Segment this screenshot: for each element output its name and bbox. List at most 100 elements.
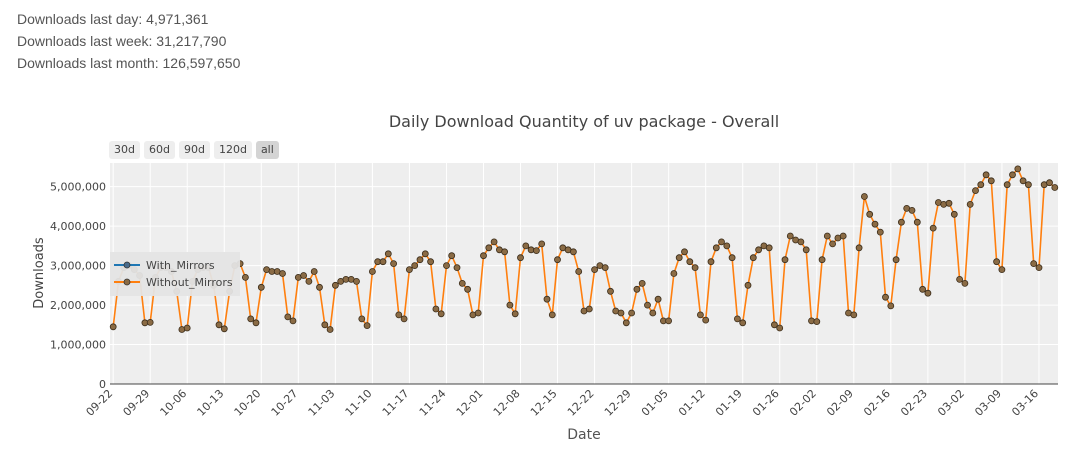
data-point	[945, 199, 953, 207]
data-point	[998, 266, 1006, 274]
data-point	[734, 315, 741, 323]
data-point	[506, 301, 514, 309]
data-point	[109, 323, 117, 331]
data-point	[522, 242, 530, 250]
data-point	[839, 232, 847, 240]
data-point	[950, 210, 958, 218]
stat-last-day: Downloads last day: 4,971,361	[17, 11, 209, 27]
range-button-30d[interactable]: 30d	[109, 141, 140, 159]
data-point	[591, 266, 598, 274]
data-point	[638, 279, 646, 287]
x-tick-label: 10-13	[195, 387, 227, 419]
x-tick-label: 12-29	[602, 387, 634, 419]
data-point	[1019, 177, 1027, 185]
data-point	[241, 273, 249, 281]
data-point	[585, 305, 593, 313]
data-point	[786, 232, 794, 240]
range-button-120d[interactable]: 120d	[213, 141, 252, 159]
data-point	[490, 238, 498, 246]
data-point	[871, 220, 879, 228]
x-tick-label: 09-29	[121, 387, 153, 419]
x-tick-label: 10-20	[232, 387, 264, 419]
data-point	[924, 289, 932, 297]
x-tick-label: 02-09	[824, 387, 856, 419]
data-point	[1025, 181, 1032, 189]
data-point	[279, 270, 286, 277]
data-point	[1051, 184, 1059, 191]
data-point	[321, 321, 329, 329]
data-point	[966, 200, 974, 208]
data-point	[575, 268, 583, 275]
data-point	[432, 305, 440, 313]
data-point	[744, 281, 752, 289]
data-point	[368, 268, 376, 275]
data-point	[977, 181, 985, 189]
data-point	[771, 321, 778, 329]
x-tick-label: 02-23	[898, 387, 930, 419]
data-point	[697, 311, 704, 319]
data-point	[326, 326, 334, 333]
data-point	[802, 246, 810, 254]
x-tick-label: 01-12	[676, 387, 708, 419]
data-point	[289, 317, 297, 325]
data-point	[776, 324, 784, 332]
data-point	[665, 317, 672, 325]
x-tick-label: 11-24	[417, 387, 449, 419]
range-button-90d[interactable]: 90d	[178, 141, 210, 159]
data-point	[823, 232, 831, 240]
x-tick-label: 10-27	[269, 387, 301, 419]
x-tick-label: 03-09	[972, 387, 1004, 419]
data-point	[749, 254, 757, 262]
x-tick-label: 11-10	[343, 387, 375, 419]
data-point	[543, 295, 551, 303]
data-point	[284, 313, 292, 321]
data-point	[675, 254, 683, 262]
data-point	[644, 301, 651, 309]
data-point	[437, 310, 445, 318]
data-point	[453, 264, 461, 272]
data-point	[1009, 171, 1016, 179]
data-point	[670, 270, 678, 277]
data-point	[300, 272, 308, 279]
data-point	[813, 318, 821, 326]
data-point	[501, 248, 509, 256]
data-point	[316, 283, 323, 291]
data-point	[908, 206, 916, 214]
data-point	[797, 238, 805, 246]
legend-box	[110, 252, 240, 296]
data-point	[448, 252, 456, 260]
data-point	[702, 316, 710, 324]
plot-area	[110, 163, 1058, 384]
data-point	[622, 319, 630, 327]
x-tick-label: 03-02	[935, 387, 967, 419]
x-tick-label: 03-16	[1009, 387, 1041, 419]
data-point	[781, 256, 789, 264]
data-point	[570, 248, 577, 256]
data-point	[739, 319, 747, 327]
range-button-60d[interactable]: 60d	[143, 141, 175, 159]
data-point	[411, 262, 419, 270]
data-point	[876, 228, 884, 236]
data-point	[458, 279, 466, 287]
data-point	[681, 248, 688, 256]
data-point	[617, 309, 625, 317]
data-point	[384, 250, 392, 258]
x-tick-label: 02-02	[787, 387, 819, 419]
y-tick-label: 1,000,000	[50, 339, 106, 352]
x-tick-label: 09-22	[83, 387, 115, 419]
data-point	[305, 277, 313, 285]
data-point	[707, 258, 715, 266]
data-point	[654, 295, 662, 303]
x-tick-label: 12-15	[528, 387, 560, 419]
data-point	[1030, 260, 1038, 268]
data-point	[421, 250, 429, 258]
range-button-all[interactable]: all	[255, 141, 279, 159]
data-point	[443, 262, 450, 270]
data-point	[633, 285, 641, 293]
data-point	[464, 285, 472, 293]
data-point	[252, 319, 260, 327]
data-point	[850, 311, 858, 319]
data-point	[1046, 179, 1053, 187]
data-point	[913, 218, 921, 226]
data-point	[723, 242, 731, 250]
